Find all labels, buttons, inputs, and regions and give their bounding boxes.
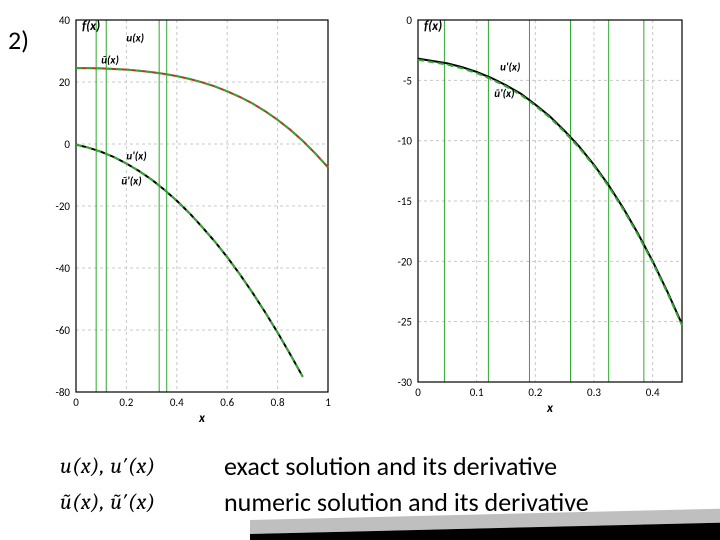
svg-text:-30: -30	[397, 376, 412, 389]
svg-text:0: 0	[64, 138, 70, 151]
svg-text:0.2: 0.2	[119, 396, 133, 409]
svg-text:u(x): u(x)	[126, 32, 144, 45]
svg-text:0.1: 0.1	[470, 386, 484, 399]
svg-text:0.2: 0.2	[528, 386, 542, 399]
charts-row: 0 0.2 0.4 0.6 0.8 1 -80 -60 -40 -20 0 20 40 f(x) x u(x)…	[34, 8, 690, 433]
svg-text:-40: -40	[55, 262, 70, 275]
svg-text:-60: -60	[55, 324, 70, 337]
svg-text:0.6: 0.6	[220, 396, 234, 409]
svg-text:1: 1	[325, 396, 331, 409]
svg-text:u'(x): u'(x)	[500, 61, 520, 74]
svg-text:-20: -20	[397, 255, 412, 268]
svg-text:-25: -25	[397, 316, 412, 329]
svg-text:x: x	[546, 401, 554, 416]
svg-text:ũ(x): ũ(x)	[101, 53, 119, 66]
svg-text:0.8: 0.8	[271, 396, 285, 409]
svg-text:-80: -80	[55, 386, 70, 399]
chart-right: 0 0.1 0.2 0.3 0.4 -30 -25 -20 -15 -10 -5 0 f(x) x u'(x…	[370, 8, 690, 433]
svg-text:-10: -10	[397, 135, 412, 148]
svg-text:-20: -20	[55, 200, 70, 213]
svg-text:0: 0	[406, 14, 412, 27]
legend-exact-desc: exact solution and its derivative	[224, 450, 557, 482]
legend-numeric-math: ũ(x), ũ′(x)	[60, 489, 210, 515]
decor-stripe	[250, 508, 720, 540]
svg-text:20: 20	[59, 76, 71, 89]
legend-exact-math: u(x), u′(x)	[60, 453, 210, 479]
svg-text:ũ'(x): ũ'(x)	[121, 174, 141, 187]
svg-text:0: 0	[415, 386, 421, 399]
svg-text:0.4: 0.4	[170, 396, 184, 409]
svg-text:u'(x): u'(x)	[126, 150, 146, 163]
legend-row-exact: u(x), u′(x) exact solution and its deriv…	[60, 450, 589, 482]
svg-text:0.3: 0.3	[587, 386, 601, 399]
svg-text:f(x): f(x)	[424, 19, 442, 34]
svg-text:-15: -15	[397, 195, 412, 208]
svg-text:-5: -5	[403, 74, 412, 87]
svg-text:0.4: 0.4	[646, 386, 660, 399]
chart-left: 0 0.2 0.4 0.6 0.8 1 -80 -60 -40 -20 0 20 40 f(x) x u(x)…	[34, 8, 334, 433]
item-number: 2)	[8, 24, 29, 56]
svg-text:40: 40	[59, 14, 71, 27]
svg-text:f(x): f(x)	[82, 19, 100, 34]
svg-text:0: 0	[73, 396, 79, 409]
svg-text:ũ'(x): ũ'(x)	[494, 87, 514, 100]
svg-text:x: x	[198, 411, 206, 426]
